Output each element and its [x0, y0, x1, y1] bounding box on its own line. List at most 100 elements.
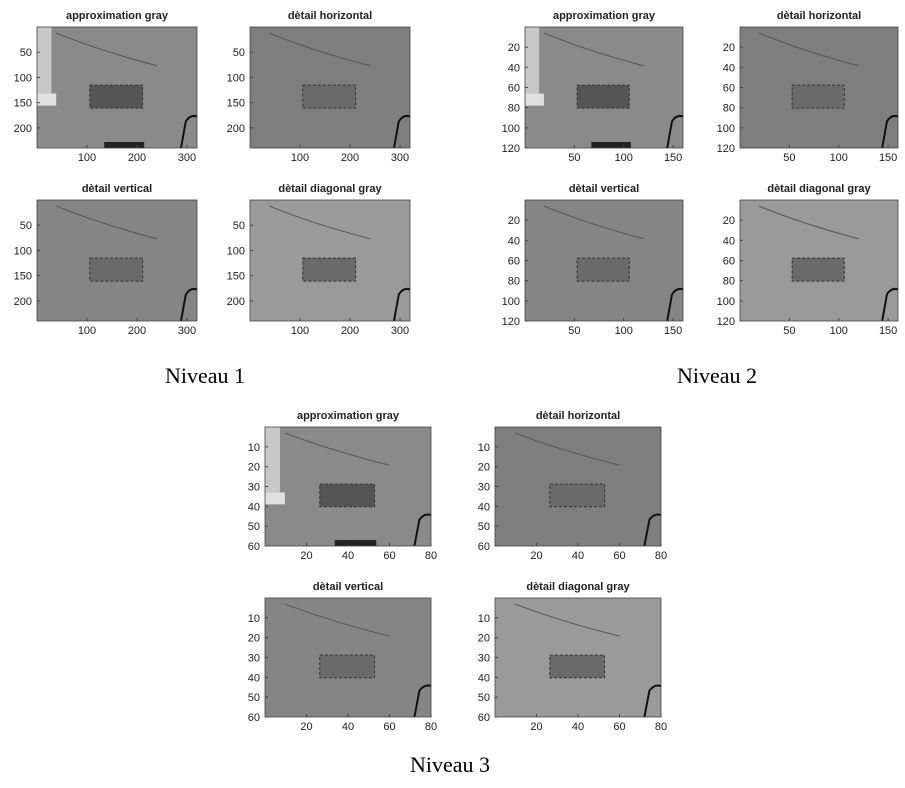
x-tick-label: 20 — [300, 721, 312, 733]
x-tick-label: 50 — [783, 325, 795, 337]
panel-title: dètail diagonal gray — [278, 183, 382, 195]
cable — [393, 114, 411, 149]
y-tick-label: 150 — [227, 271, 245, 283]
y-tick-label: 50 — [478, 521, 490, 533]
y-tick-label: 10 — [478, 442, 490, 454]
x-tick-label: 40 — [572, 550, 584, 562]
cable — [543, 205, 644, 240]
y-tick-label: 80 — [508, 103, 520, 115]
keyboard — [319, 654, 376, 679]
y-tick-label: 100 — [502, 296, 520, 308]
x-tick-label: 200 — [128, 152, 146, 164]
y-tick-label: 20 — [478, 633, 490, 645]
keyboard — [89, 257, 144, 282]
y-tick-label: 200 — [227, 296, 245, 308]
y-tick-label: 150 — [14, 98, 32, 110]
x-tick-label: 50 — [568, 325, 580, 337]
panel-title: dètail horizontal — [777, 10, 861, 22]
image-region — [37, 27, 52, 94]
x-tick-label: 100 — [615, 152, 633, 164]
y-tick-label: 30 — [478, 482, 490, 494]
y-tick-label: 60 — [508, 256, 520, 268]
x-tick-label: 20 — [530, 721, 542, 733]
x-tick-label: 300 — [178, 325, 196, 337]
y-tick-label: 60 — [508, 83, 520, 95]
image-region — [265, 492, 285, 505]
y-tick-label: 60 — [723, 83, 735, 95]
axes-box — [36, 26, 198, 149]
y-tick-label: 10 — [478, 613, 490, 625]
y-tick-label: 10 — [248, 442, 260, 454]
x-tick-label: 60 — [613, 550, 625, 562]
y-tick-label: 100 — [717, 123, 735, 135]
axes-box — [249, 26, 411, 149]
y-tick-label: 150 — [227, 98, 245, 110]
y-tick-label: 40 — [723, 235, 735, 247]
y-tick-label: 100 — [227, 72, 245, 84]
x-tick-label: 200 — [341, 325, 359, 337]
x-tick-label: 50 — [568, 152, 580, 164]
panel-title: dètail horizontal — [536, 410, 620, 422]
panel-title: dètail diagonal gray — [767, 183, 871, 195]
cable — [56, 32, 158, 67]
y-tick-label: 50 — [20, 220, 32, 232]
y-tick-label: 120 — [502, 316, 520, 328]
x-tick-label: 20 — [530, 550, 542, 562]
x-tick-label: 50 — [783, 152, 795, 164]
y-tick-label: 100 — [14, 245, 32, 257]
cable — [284, 432, 390, 466]
cable — [413, 513, 432, 547]
cable — [284, 603, 390, 637]
keyboard — [576, 257, 630, 282]
cable — [643, 513, 662, 547]
x-tick-label: 150 — [664, 152, 682, 164]
y-tick-label: 150 — [14, 271, 32, 283]
y-tick-label: 100 — [14, 72, 32, 84]
y-tick-label: 50 — [233, 220, 245, 232]
x-tick-label: 60 — [383, 550, 395, 562]
y-tick-label: 60 — [248, 712, 260, 724]
y-tick-label: 50 — [20, 47, 32, 59]
x-tick-label: 300 — [391, 325, 409, 337]
x-tick-label: 80 — [425, 550, 437, 562]
x-tick-label: 40 — [342, 721, 354, 733]
panel-title: approximation gray — [297, 410, 400, 422]
cable — [881, 287, 899, 322]
keyboard — [319, 483, 376, 508]
keyboard — [549, 483, 606, 508]
y-tick-label: 20 — [478, 462, 490, 474]
keyboard — [576, 84, 630, 109]
x-tick-label: 300 — [178, 152, 196, 164]
axes-box — [36, 199, 198, 322]
x-tick-label: 200 — [341, 152, 359, 164]
panel-title: dètail diagonal gray — [526, 581, 630, 593]
y-tick-label: 50 — [233, 47, 245, 59]
cable — [514, 432, 620, 466]
x-tick-label: 300 — [391, 152, 409, 164]
x-tick-label: 150 — [664, 325, 682, 337]
x-tick-label: 150 — [879, 152, 897, 164]
cable — [758, 205, 859, 240]
cable — [393, 287, 411, 322]
keyboard — [549, 654, 606, 679]
y-tick-label: 80 — [723, 276, 735, 288]
cable — [666, 114, 684, 149]
caption: Niveau 1 — [165, 363, 245, 388]
keyboard — [302, 84, 357, 109]
axes-box — [249, 199, 411, 322]
panel-title: approximation gray — [66, 10, 169, 22]
y-tick-label: 20 — [723, 215, 735, 227]
y-tick-label: 40 — [478, 501, 490, 513]
image-region — [525, 27, 540, 94]
y-tick-label: 50 — [248, 692, 260, 704]
panel-title: dètail vertical — [82, 183, 152, 195]
panel-title: approximation gray — [553, 10, 656, 22]
x-tick-label: 150 — [879, 325, 897, 337]
y-tick-label: 40 — [248, 501, 260, 513]
cable — [413, 684, 432, 718]
y-tick-label: 20 — [508, 215, 520, 227]
x-tick-label: 80 — [655, 721, 667, 733]
caption: Niveau 3 — [410, 752, 490, 777]
y-tick-label: 30 — [478, 653, 490, 665]
